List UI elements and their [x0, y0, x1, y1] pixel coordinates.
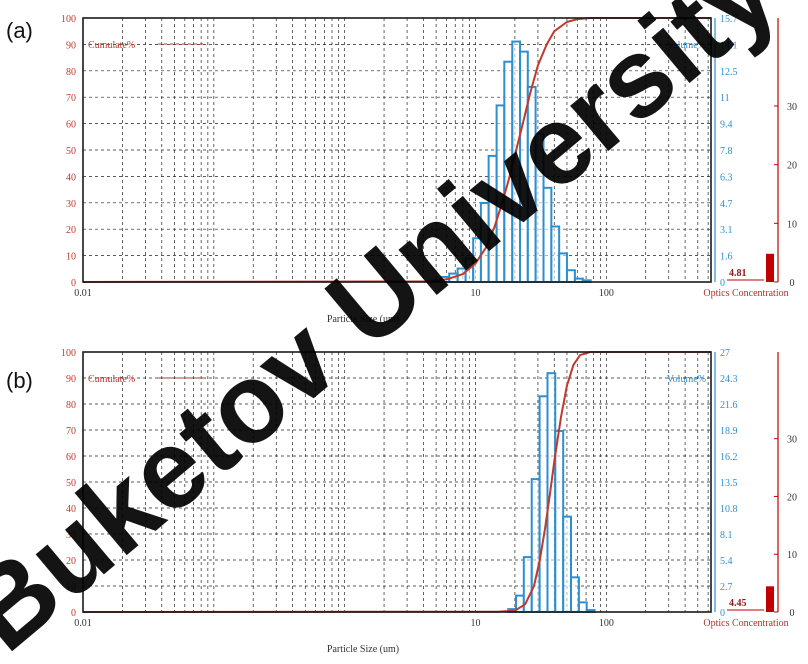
left-axis-tick-label: 10: [66, 582, 76, 593]
volume-bar: [570, 576, 580, 613]
volume-axis-tick-label: 27: [720, 348, 730, 359]
obscuration-level-bar: [766, 586, 774, 612]
volume-axis-tick-label: 15.7: [720, 14, 738, 25]
obscuration-tick-label: 0: [790, 278, 795, 289]
volume-axis-tick-label: 12.5: [720, 67, 738, 78]
x-axis-label: Particle Size (um): [327, 644, 399, 655]
volume-axis-tick-label: 2.7: [720, 582, 733, 593]
volume-bar: [538, 395, 549, 613]
volume-axis-tick-label: 11: [720, 93, 730, 104]
left-axis-tick-label: 80: [66, 400, 76, 411]
panel-letter: (b): [6, 368, 33, 393]
volume-axis-tick-label: 14.1: [720, 40, 738, 51]
volume-bar: [546, 372, 557, 613]
volume-axis-tick-label: 24.3: [720, 374, 738, 385]
left-axis-tick-label: 90: [66, 40, 76, 51]
left-axis-tick-label: 70: [66, 93, 76, 104]
obscuration-axis-label: Optics Concentration: [703, 618, 788, 629]
obscuration-tick-label: 10: [787, 550, 797, 561]
left-axis-tick-label: 0: [71, 278, 76, 289]
obscuration-level-bar: [766, 253, 774, 282]
left-axis-tick-label: 30: [66, 530, 76, 541]
volume-axis-tick-label: 3.1: [720, 225, 733, 236]
x-axis-tick-label: 100: [599, 288, 614, 299]
left-axis-tick-label: 0: [71, 608, 76, 619]
obscuration-tick-label: 20: [787, 161, 797, 172]
volume-axis-tick-label: 0: [720, 608, 725, 619]
left-axis-tick-label: 60: [66, 120, 76, 131]
plot-frame: [82, 351, 712, 613]
left-axis-tick-label: 20: [66, 225, 76, 236]
obscuration-tick-label: 30: [787, 435, 797, 446]
x-axis-tick-label: 10: [471, 288, 481, 299]
obscuration-value-label: 4.45: [729, 598, 747, 609]
left-axis-tick-label: 80: [66, 67, 76, 78]
volume-axis-tick-label: 10.8: [720, 504, 738, 515]
volume-bar: [530, 478, 541, 613]
left-axis-tick-label: 50: [66, 478, 76, 489]
left-axis-tick-label: 70: [66, 426, 76, 437]
cumulate-series-label: Cumulate%: [88, 374, 135, 385]
cumulate-series-label: Cumulate%: [88, 40, 135, 51]
obscuration-axis-label: Optics Concentration: [703, 288, 788, 299]
left-axis-tick-label: 100: [61, 348, 76, 359]
volume-bar: [577, 601, 588, 613]
volume-axis-tick-label: 4.7: [720, 199, 733, 210]
volume-bar: [554, 429, 565, 613]
x-axis-label: Particle Size (um): [327, 314, 399, 325]
x-axis-tick-label: 10: [471, 618, 481, 629]
volume-series-label: Volume%: [667, 40, 706, 51]
left-axis-tick-label: 40: [66, 504, 76, 515]
volume-bar: [565, 269, 576, 284]
volume-bar: [558, 252, 568, 284]
obscuration-tick-label: 10: [787, 219, 797, 230]
cumulative-curve: [82, 351, 711, 613]
left-axis-tick-label: 50: [66, 146, 76, 157]
volume-bar: [562, 515, 573, 614]
left-axis-tick-label: 100: [61, 14, 76, 25]
volume-axis-tick-label: 8.1: [720, 530, 733, 541]
volume-axis-tick-label: 18.9: [720, 426, 738, 437]
left-axis-tick-label: 90: [66, 374, 76, 385]
left-axis-tick-label: 20: [66, 556, 76, 567]
volume-axis-tick-label: 6.3: [720, 172, 733, 183]
volume-axis-tick-label: 9.4: [720, 120, 733, 131]
volume-axis-tick-label: 7.8: [720, 146, 733, 157]
left-axis-tick-label: 60: [66, 452, 76, 463]
obscuration-tick-label: 30: [787, 102, 797, 113]
volume-axis-tick-label: 1.6: [720, 252, 733, 263]
left-axis-tick-label: 30: [66, 199, 76, 210]
volume-axis-tick-label: 5.4: [720, 556, 733, 567]
x-axis-tick-label: 0.01: [74, 288, 92, 299]
obscuration-value-label: 4.81: [729, 268, 747, 279]
left-axis-tick-label: 10: [66, 252, 76, 263]
x-axis-tick-label: 0.01: [74, 618, 92, 629]
x-axis-tick-label: 100: [599, 618, 614, 629]
cumulative-curve: [82, 17, 711, 283]
volume-axis-tick-label: 0: [720, 278, 725, 289]
panel-letter: (a): [6, 18, 33, 43]
volume-axis-tick-label: 21.6: [720, 400, 738, 411]
left-axis-tick-label: 40: [66, 172, 76, 183]
volume-series-label: Volume%: [667, 374, 706, 385]
volume-bar: [550, 225, 561, 283]
plot-frame: [82, 17, 712, 283]
obscuration-tick-label: 0: [790, 608, 795, 619]
volume-axis-tick-label: 13.5: [720, 478, 738, 489]
volume-axis-tick-label: 16.2: [720, 452, 738, 463]
obscuration-tick-label: 20: [787, 492, 797, 503]
